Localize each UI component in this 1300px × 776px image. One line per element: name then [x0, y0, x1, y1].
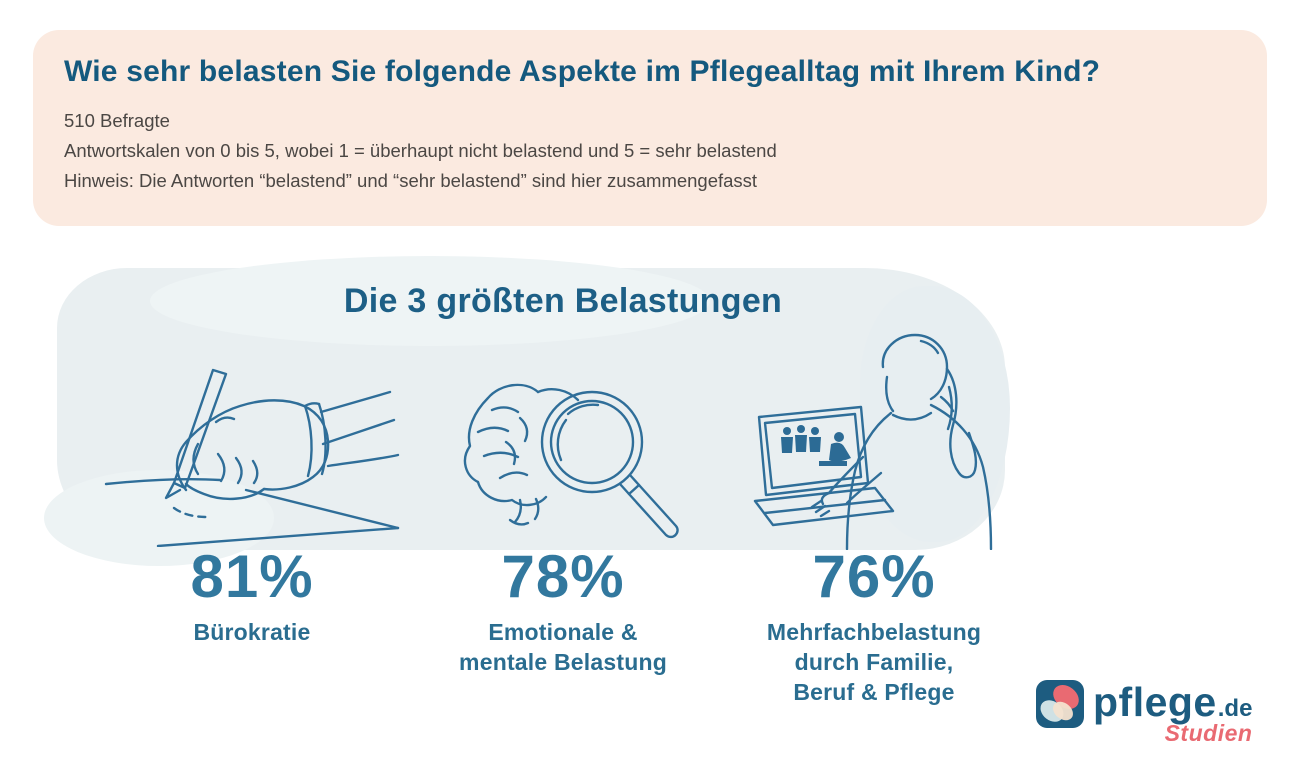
woman-laptop-icon: [753, 333, 993, 550]
stat-label: Mehrfachbelastung durch Familie, Beruf &…: [719, 617, 1029, 707]
stat-label-line: Emotionale &: [488, 619, 638, 645]
respondents-count: 510 Befragte: [64, 110, 170, 131]
brain-magnifier-illustration: [440, 372, 695, 547]
stat-label: Bürokratie: [97, 617, 407, 647]
aggregation-note: Hinweis: Die Antworten “belastend” und “…: [64, 170, 758, 191]
stat-value: 76%: [812, 543, 936, 610]
question-header-card: Wie sehr belasten Sie folgende Aspekte i…: [33, 30, 1267, 226]
watercolor-wash-highlight: [150, 256, 710, 346]
stat-label: Emotionale & mentale Belastung: [408, 617, 718, 677]
stat-label-line: mentale Belastung: [459, 649, 667, 675]
scale-note: Antwortskalen von 0 bis 5, wobei 1 = übe…: [64, 140, 777, 161]
pflege-de-logo: pflege .de Studien: [1036, 680, 1252, 747]
stat-label-line: Bürokratie: [193, 619, 311, 645]
logo-text: pflege .de Studien: [1093, 680, 1252, 747]
stat-block-emotionale-belastung: 78% Emotionale & mentale Belastung: [408, 545, 718, 677]
logo-brand-main: pflege: [1093, 679, 1217, 725]
stat-label-line: durch Familie,: [794, 649, 954, 675]
stat-value: 78%: [501, 543, 625, 610]
logo-brand-text: pflege .de: [1093, 680, 1252, 724]
watercolor-wash-bottom: [44, 470, 274, 566]
hand-writing-icon: [104, 368, 400, 547]
stat-block-mehrfachbelastung: 76% Mehrfachbelastung durch Familie, Ber…: [719, 545, 1029, 707]
question-subtitle: 510 Befragte Antwortskalen von 0 bis 5, …: [64, 106, 1236, 196]
stat-label-line: Beruf & Pflege: [793, 679, 955, 705]
hand-writing-illustration: [100, 362, 400, 547]
section-title: Die 3 größten Belastungen: [343, 282, 783, 320]
stat-label-line: Mehrfachbelastung: [766, 619, 982, 645]
pflege-logo-icon: [1036, 680, 1084, 728]
logo-studien-text: Studien: [1164, 720, 1253, 746]
woman-laptop-illustration: [735, 325, 1015, 550]
stat-block-buerokratie: 81% Bürokratie: [97, 545, 407, 647]
brain-magnifier-icon: [463, 383, 679, 539]
logo-brand-tld: .de: [1217, 695, 1253, 722]
question-title: Wie sehr belasten Sie folgende Aspekte i…: [64, 55, 1101, 88]
stat-value: 81%: [190, 543, 314, 610]
